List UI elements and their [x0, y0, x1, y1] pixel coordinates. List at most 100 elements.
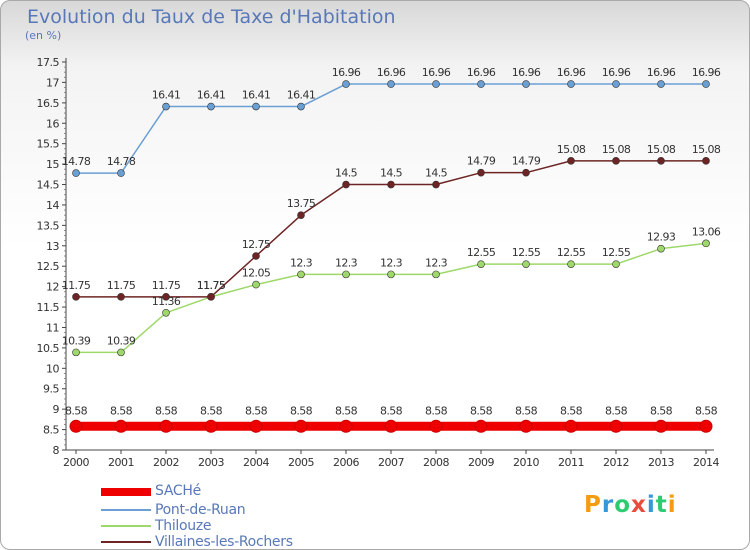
data-point	[609, 419, 623, 433]
data-point	[72, 348, 80, 357]
data-point	[72, 169, 80, 177]
data-label: 12.55	[467, 246, 496, 259]
data-point	[657, 80, 665, 88]
y-tick-label: 14	[46, 199, 59, 212]
data-label: 12.3	[380, 256, 403, 269]
data-label: 16.96	[377, 66, 406, 79]
data-point	[207, 102, 215, 111]
data-point	[432, 270, 440, 279]
data-label: 16.96	[692, 66, 721, 79]
data-point	[477, 260, 485, 268]
data-label: 8.58	[155, 404, 178, 417]
data-point	[522, 168, 530, 177]
data-label: 14.5	[380, 167, 403, 180]
logo-letter: i	[667, 492, 677, 518]
data-label: 8.58	[605, 404, 628, 417]
proxiti-logo: Proxiti	[584, 492, 677, 518]
data-label: 16.96	[602, 66, 631, 79]
x-tick-label: 2000	[63, 456, 89, 469]
y-tick-label: 10	[46, 362, 59, 375]
data-label: 14.5	[335, 167, 358, 180]
data-label: 8.58	[335, 404, 358, 417]
data-label: 16.96	[512, 66, 541, 79]
y-tick-label: 17	[46, 76, 59, 89]
data-point	[432, 180, 440, 189]
data-point	[699, 419, 713, 433]
data-label: 16.96	[647, 66, 676, 79]
data-point	[567, 260, 575, 268]
x-tick-label: 2004	[243, 456, 269, 469]
data-label: 16.96	[557, 66, 586, 79]
data-label: 8.58	[380, 404, 403, 417]
chart-title: Evolution du Taux de Taxe d'Habitation	[27, 6, 396, 28]
logo-letter: r	[601, 492, 615, 518]
data-point	[657, 157, 665, 165]
data-point	[477, 168, 485, 177]
data-label: 16.41	[287, 89, 316, 102]
data-label: 8.58	[560, 404, 583, 417]
data-point	[204, 419, 218, 433]
data-point	[564, 419, 578, 433]
data-label: 12.55	[557, 246, 586, 259]
y-tick-label: 15.5	[37, 138, 60, 151]
data-label: 14.79	[512, 155, 541, 168]
y-tick-label: 14.5	[37, 179, 60, 192]
data-label: 14.79	[467, 155, 496, 168]
data-point	[702, 80, 710, 88]
x-tick-label: 2003	[198, 456, 224, 469]
data-label: 12.05	[242, 267, 271, 280]
data-label: 16.96	[422, 66, 451, 79]
data-point	[339, 419, 353, 433]
data-label: 13.06	[692, 225, 721, 238]
data-point	[474, 419, 488, 433]
data-label: 8.58	[65, 404, 88, 417]
x-tick-label: 2013	[648, 456, 674, 469]
logo-letter: x	[631, 492, 647, 518]
data-point	[387, 80, 395, 88]
y-tick-label: 17.5	[37, 56, 60, 69]
data-label: 8.58	[245, 404, 268, 417]
data-point	[297, 270, 305, 279]
data-label: 15.08	[557, 143, 586, 156]
x-tick-label: 2005	[288, 456, 314, 469]
legend-label-villaines-les-rochers: Villaines-les-Rochers	[155, 534, 293, 550]
data-point	[702, 239, 710, 248]
data-label: 16.41	[197, 89, 226, 102]
data-point	[207, 293, 215, 301]
legend-swatch-sache	[101, 488, 151, 496]
data-point	[384, 419, 398, 433]
data-label: 13.75	[287, 197, 316, 210]
data-point	[162, 293, 170, 301]
y-tick-label: 9	[53, 403, 60, 416]
data-point	[342, 270, 350, 279]
x-tick-label: 2008	[423, 456, 449, 469]
data-label: 12.55	[512, 246, 541, 259]
data-label: 16.41	[242, 89, 271, 102]
x-tick-label: 2012	[603, 456, 629, 469]
y-tick-label: 12.5	[37, 260, 60, 273]
data-label: 8.58	[695, 404, 718, 417]
data-label: 10.39	[62, 334, 91, 347]
data-label: 16.41	[152, 89, 181, 102]
y-tick-label: 8.5	[43, 424, 59, 437]
legend-item-villaines-les-rochers: Villaines-les-Rochers	[101, 534, 361, 550]
x-tick-label: 2014	[693, 456, 719, 469]
data-label: 11.75	[152, 279, 181, 292]
legend-item-sache: SACHé	[101, 483, 361, 499]
data-point	[702, 157, 710, 165]
data-point	[252, 102, 260, 111]
legend-label-pont-de-ruan: Pont-de-Ruan	[155, 502, 246, 518]
legend-item-thilouze: Thilouze	[101, 518, 361, 534]
data-point	[429, 419, 443, 433]
x-tick-label: 2009	[468, 456, 494, 469]
data-label: 11.75	[197, 279, 226, 292]
y-tick-label: 11.5	[37, 301, 60, 314]
data-label: 11.36	[152, 295, 181, 308]
data-point	[342, 180, 350, 189]
data-point	[297, 211, 305, 219]
data-label: 12.3	[290, 256, 313, 269]
data-point	[294, 419, 308, 433]
legend-swatch-pont-de-ruan	[101, 509, 151, 511]
data-label: 16.96	[467, 66, 496, 79]
